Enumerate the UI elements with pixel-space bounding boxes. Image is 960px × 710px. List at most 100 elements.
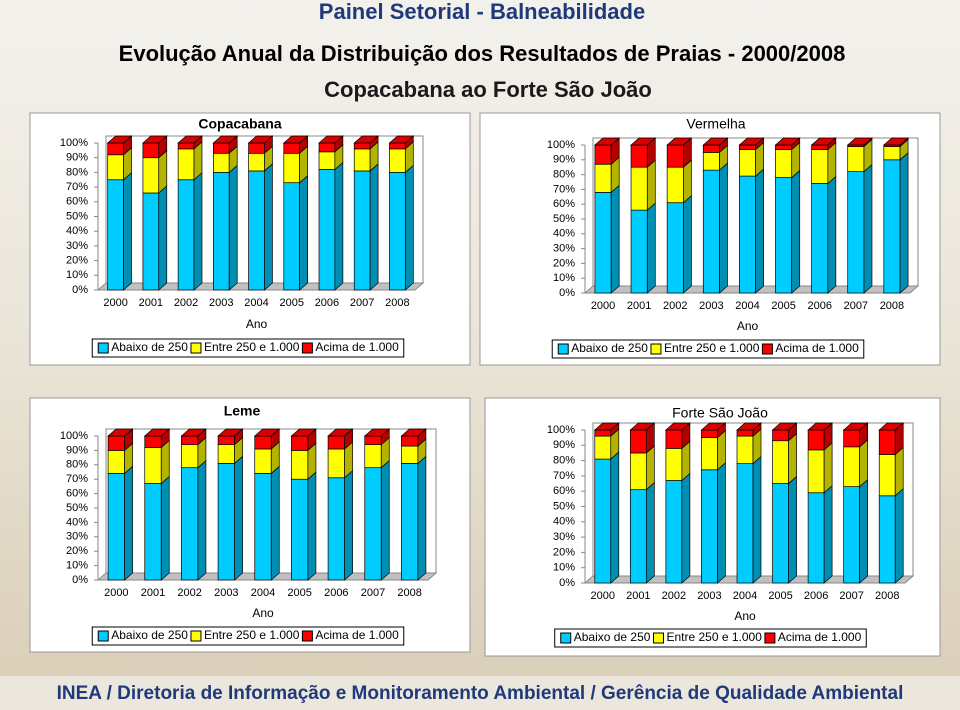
x-tick-label: 2003 <box>699 300 723 312</box>
y-tick-label: 20% <box>66 545 88 557</box>
bar-top <box>180 428 207 437</box>
bar-segment-side <box>859 439 869 488</box>
bar-top <box>141 135 168 144</box>
y-tick-label: 90% <box>553 439 575 451</box>
bar-segment-side <box>681 472 691 584</box>
bar-segment <box>291 435 309 451</box>
y-tick-label: 80% <box>553 455 575 467</box>
legend-label: Acima de 1.000 <box>315 628 399 642</box>
bar-segment-side <box>683 194 692 294</box>
y-tick-label: 40% <box>553 228 575 240</box>
y-tick-label: 40% <box>66 516 88 528</box>
legend-label: Abaixo de 250 <box>571 341 648 355</box>
bar-segment <box>772 483 789 584</box>
bar-segment-side <box>645 481 655 584</box>
bar-segment <box>883 146 901 161</box>
bar-segment-side <box>717 462 726 584</box>
bar-segment <box>811 183 829 294</box>
bar-segment-side <box>334 161 344 291</box>
bar-segment-side <box>610 451 620 584</box>
legend-swatch <box>190 342 202 354</box>
bar-segment-side <box>791 169 801 294</box>
bar-segment <box>629 429 647 454</box>
x-tick-label: 2005 <box>287 587 311 599</box>
y-tick-label: 100% <box>60 137 88 149</box>
legend-swatch <box>190 630 202 642</box>
bar-segment-side <box>124 465 133 581</box>
legend: Abaixo de 250 Entre 250 e 1.000 Acima de 1… <box>551 339 865 359</box>
bar-segment <box>107 450 125 474</box>
bar-segment <box>811 144 829 150</box>
bar-segment <box>177 179 195 291</box>
x-tick-label: 2005 <box>279 297 303 309</box>
bar-segment-side <box>755 168 764 294</box>
bar-top <box>842 422 869 431</box>
x-tick-label: 2003 <box>697 590 721 602</box>
y-tick-label: 70% <box>553 183 575 195</box>
legend-label: Acima de 1.000 <box>775 341 859 355</box>
x-tick-label: 2007 <box>361 587 385 599</box>
bar-segment <box>327 477 345 581</box>
bar-segment <box>327 435 345 450</box>
legend-swatch <box>301 342 313 354</box>
x-tick-label: 2008 <box>875 590 899 602</box>
legend-box <box>91 626 405 646</box>
legend: Abaixo de 250 Entre 250 e 1.000 Acima de 1… <box>91 338 405 358</box>
bar-segment <box>702 144 720 153</box>
bar-segment <box>775 149 793 178</box>
legend-swatch <box>560 632 572 644</box>
bar-segment <box>594 435 612 460</box>
bar-top <box>400 428 427 437</box>
chart-title: Copacabana <box>198 116 281 132</box>
bar-segment <box>739 175 756 294</box>
bar-segment <box>353 148 371 172</box>
bar-segment <box>291 478 309 581</box>
bar-segment <box>181 435 199 445</box>
bar-segment <box>666 202 684 294</box>
bar-segment <box>248 170 265 291</box>
x-tick-label: 2001 <box>627 300 651 312</box>
bar-top <box>664 422 691 431</box>
y-tick-label: 50% <box>553 500 575 512</box>
bar-top <box>177 135 203 144</box>
bar-top <box>327 428 354 437</box>
legend-swatch <box>650 343 662 355</box>
y-tick-label: 100% <box>60 430 88 442</box>
x-tick-label: 2008 <box>397 587 421 599</box>
legend-box <box>554 628 867 648</box>
legend: Abaixo de 250 Entre 250 e 1.000 Acima de 1… <box>554 628 867 648</box>
bar-segment-side <box>788 475 797 584</box>
y-tick-label: 50% <box>66 210 88 222</box>
bar-segment <box>736 463 754 584</box>
bar-segment <box>594 458 612 584</box>
bar-top <box>702 137 729 146</box>
y-tick-label: 90% <box>553 154 575 166</box>
bar-segment <box>666 144 684 168</box>
bar-segment-side <box>859 478 869 584</box>
legend-label: Abaixo de 250 <box>111 340 188 354</box>
bar-top <box>882 137 910 146</box>
y-tick-label: 60% <box>553 198 575 210</box>
y-tick-label: 40% <box>553 516 575 528</box>
legend-label: Entre 250 e 1.000 <box>204 340 300 354</box>
x-axis-label: Ano <box>734 609 756 623</box>
y-tick-label: 0% <box>559 287 575 299</box>
bar-segment <box>665 448 683 481</box>
legend: Abaixo de 250 Entre 250 e 1.000 Acima de 1… <box>91 626 405 646</box>
bar-segment-side <box>270 465 280 581</box>
bar-segment <box>254 473 272 581</box>
y-tick-label: 20% <box>553 257 575 269</box>
bar-top <box>593 137 621 146</box>
bar-segment-side <box>380 459 390 581</box>
bar-segment <box>177 142 195 150</box>
bar-segment <box>701 437 718 471</box>
x-tick-label: 2000 <box>103 297 127 309</box>
y-tick-label: 80% <box>66 459 88 471</box>
legend-label: Entre 250 e 1.000 <box>666 630 762 644</box>
bar-segment <box>401 435 419 447</box>
bar-segment <box>630 209 648 294</box>
bar-segment <box>401 463 419 581</box>
y-tick-label: 50% <box>66 502 88 514</box>
x-tick-label: 2005 <box>768 590 792 602</box>
bar-segment <box>630 166 648 211</box>
